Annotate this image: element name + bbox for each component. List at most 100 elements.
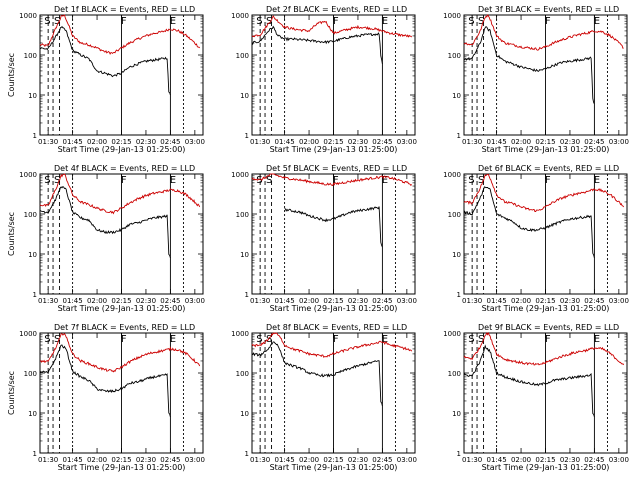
y-tick-label: 10	[240, 92, 249, 100]
series-line-lld	[39, 173, 201, 215]
x-tick-label: 02:30	[348, 297, 368, 305]
y-tick-label: 1000	[443, 171, 461, 179]
x-tick-label: 01:30	[250, 138, 270, 146]
y-tick-label: 1	[33, 132, 37, 140]
y-tick-label: 100	[24, 370, 37, 378]
event-marker-label: F	[333, 16, 339, 27]
x-tick-label: 01:30	[38, 297, 58, 305]
y-tick-label: 1000	[443, 330, 461, 338]
panel-title: Det 2f BLACK = Events, RED = LLD	[266, 5, 407, 14]
x-tick-label: 02:15	[323, 138, 343, 146]
x-tick-label: 02:15	[323, 297, 343, 305]
y-tick-label: 100	[24, 211, 37, 219]
x-tick-label: 02:30	[136, 456, 156, 464]
y-axis-label: Counts/sec	[7, 53, 16, 97]
series-line-events	[463, 344, 595, 418]
event-marker-label: S	[478, 334, 484, 345]
panel-8: Det 8f BLACK = Events, RED = LLD 1 10 100 10…	[231, 323, 417, 472]
series-line-lld	[251, 173, 413, 187]
x-tick-label: 02:30	[136, 297, 156, 305]
y-tick-label: 10	[28, 92, 37, 100]
event-marker-label: F	[121, 334, 127, 345]
y-tick-label: 1	[33, 450, 37, 458]
event-marker-label: S	[54, 334, 60, 345]
y-tick-label: 10	[240, 251, 249, 259]
event-marker-label: E	[594, 16, 600, 27]
series-line-lld	[251, 15, 413, 38]
y-tick-label: 10	[452, 410, 461, 418]
x-tick-label: 01:30	[462, 297, 482, 305]
x-axis-label: Start Time (29-Jan-13 01:25:00)	[270, 304, 398, 313]
panel-2: Det 2f BLACK = Events, RED = LLD 1 10 100 10…	[231, 5, 417, 154]
event-marker-label: S	[54, 16, 60, 27]
x-tick-label: 02:30	[560, 297, 580, 305]
event-marker-label: S	[54, 175, 60, 186]
event-marker-label: E	[382, 16, 388, 27]
event-marker-label: S	[256, 175, 262, 186]
y-tick-label: 10	[452, 251, 461, 259]
panel-title: Det 9f BLACK = Events, RED = LLD	[478, 323, 619, 332]
event-marker-label: F	[121, 16, 127, 27]
x-tick-label: 02:45	[372, 297, 392, 305]
event-marker-label: F	[333, 175, 339, 186]
x-axis-label: Start Time (29-Jan-13 01:25:00)	[482, 463, 610, 472]
series-line-events	[251, 341, 383, 407]
x-tick-label: 02:00	[299, 297, 319, 305]
x-tick-label: 02:30	[136, 138, 156, 146]
event-marker-label: S	[266, 334, 272, 345]
y-tick-label: 1	[245, 291, 249, 299]
panel-title: Det 3f BLACK = Events, RED = LLD	[478, 5, 619, 14]
event-marker-label: F	[121, 175, 127, 186]
x-tick-label: 02:00	[511, 297, 531, 305]
panel-1: Det 1f BLACK = Events, RED = LLD 1 10 100 10…	[7, 5, 205, 154]
event-marker-label: F	[545, 16, 551, 27]
y-tick-label: 1000	[19, 330, 37, 338]
x-tick-label: 03:00	[185, 138, 205, 146]
x-tick-label: 02:45	[160, 456, 180, 464]
series-line-lld	[39, 14, 201, 55]
event-marker-label: E	[382, 334, 388, 345]
y-tick-label: 1000	[19, 12, 37, 20]
series-line-events	[463, 186, 595, 259]
panel-9: Det 9f BLACK = Events, RED = LLD 1 10 100 10…	[443, 323, 629, 472]
event-marker-label: S	[468, 16, 474, 27]
panel-title: Det 1f BLACK = Events, RED = LLD	[54, 5, 195, 14]
x-tick-label: 01:30	[250, 456, 270, 464]
x-tick-label: 02:45	[584, 456, 604, 464]
x-tick-label: 01:45	[275, 138, 295, 146]
series-line-events	[39, 25, 171, 96]
x-tick-label: 03:00	[609, 456, 629, 464]
panel-title: Det 7f BLACK = Events, RED = LLD	[54, 323, 195, 332]
x-tick-label: 03:00	[397, 456, 417, 464]
x-tick-label: 02:00	[299, 138, 319, 146]
y-tick-label: 100	[236, 370, 249, 378]
x-tick-label: 02:00	[511, 456, 531, 464]
series-line-lld	[463, 331, 625, 366]
y-tick-label: 1	[457, 291, 461, 299]
y-tick-label: 1	[245, 450, 249, 458]
x-tick-label: 02:30	[560, 456, 580, 464]
x-tick-label: 02:00	[87, 138, 107, 146]
x-tick-label: 03:00	[185, 456, 205, 464]
panel-3: Det 3f BLACK = Events, RED = LLD 1 10 100 10…	[443, 5, 629, 154]
event-marker-label: S	[266, 16, 272, 27]
x-tick-label: 02:00	[299, 456, 319, 464]
x-tick-label: 02:45	[584, 138, 604, 146]
x-tick-label: 02:00	[511, 138, 531, 146]
x-tick-label: 02:15	[111, 456, 131, 464]
y-tick-label: 1000	[231, 330, 249, 338]
x-tick-label: 01:30	[250, 297, 270, 305]
y-tick-label: 10	[28, 410, 37, 418]
event-marker-label: E	[594, 334, 600, 345]
x-tick-label: 03:00	[609, 138, 629, 146]
x-tick-label: 02:30	[348, 138, 368, 146]
event-marker-label: E	[594, 175, 600, 186]
event-marker-label: S	[468, 175, 474, 186]
panel-title: Det 6f BLACK = Events, RED = LLD	[478, 164, 619, 173]
x-tick-label: 01:45	[63, 138, 83, 146]
event-marker-label: S	[468, 334, 474, 345]
x-axis-label: Start Time (29-Jan-13 01:25:00)	[482, 304, 610, 313]
x-axis-label: Start Time (29-Jan-13 01:25:00)	[58, 145, 186, 154]
event-marker-label: S	[44, 175, 50, 186]
